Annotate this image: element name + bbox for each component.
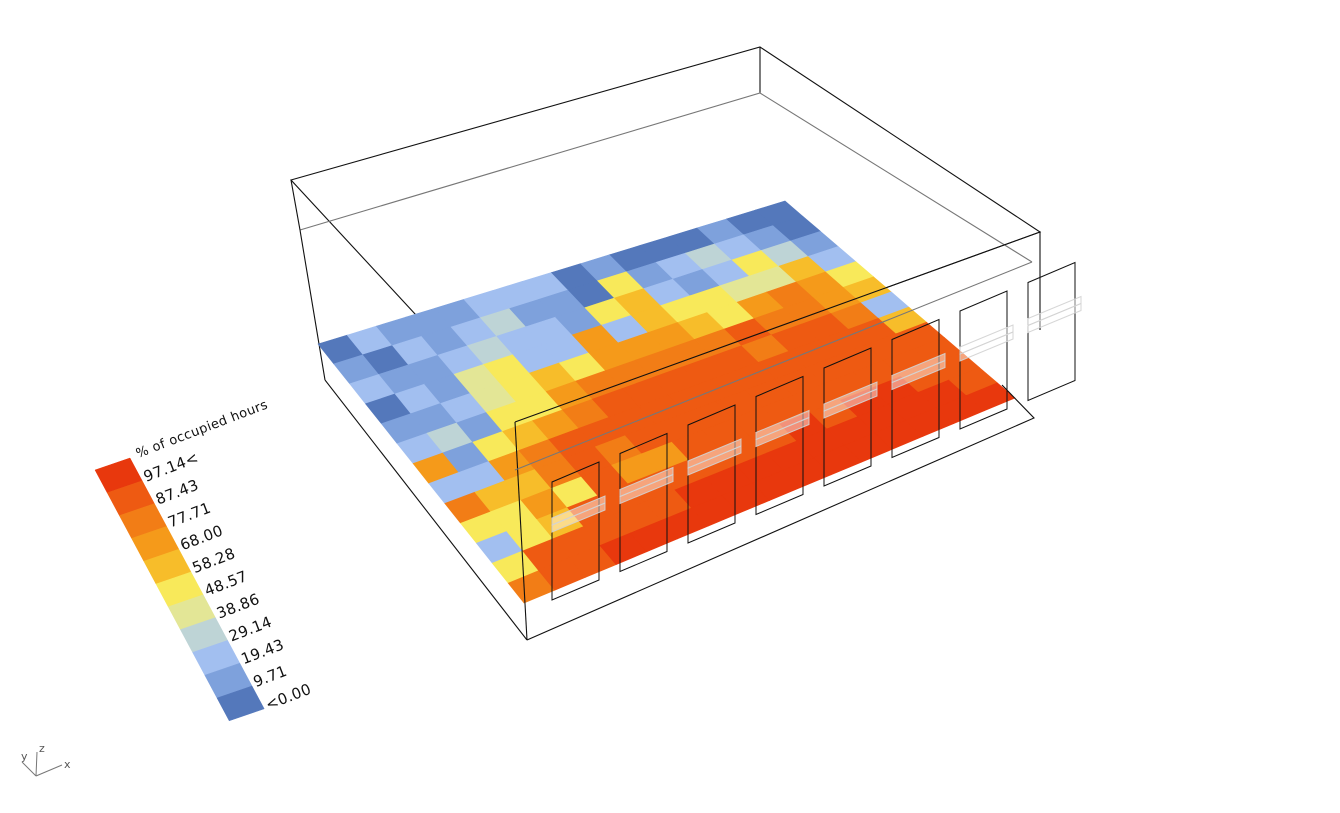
y-axis-label: y <box>21 750 28 763</box>
room-left-top-edge <box>290 179 301 231</box>
z-axis-indicator <box>35 751 38 777</box>
legend: % of occupied hours 97.14<87.4377.7168.0… <box>94 398 314 722</box>
y-axis-indicator <box>21 761 37 777</box>
window-frame <box>959 290 1008 430</box>
window-shade <box>959 331 1014 362</box>
x-axis-label: x <box>64 758 71 771</box>
room-floor-left-edge <box>324 379 528 641</box>
room-front-top-edge <box>514 231 1041 423</box>
window-shade <box>823 388 878 419</box>
legend-swatch <box>216 685 265 722</box>
x-axis-indicator <box>35 764 63 777</box>
window-frame <box>891 318 940 459</box>
legend-title: % of occupied hours <box>134 398 270 462</box>
window-shade <box>551 502 606 533</box>
window-frame <box>687 404 736 544</box>
room-front-ceiling-line <box>514 261 1033 471</box>
room-floor-front-edge <box>526 384 1035 641</box>
axis-indicator: x z y <box>21 742 71 777</box>
window-frame <box>1027 261 1076 402</box>
window-shade <box>1027 302 1082 334</box>
room-front-frame <box>324 231 1041 641</box>
room-ceiling-line <box>299 92 1033 263</box>
window-shade <box>891 359 946 391</box>
window-shade <box>619 473 674 505</box>
room-left-edge <box>299 229 326 381</box>
window-shade <box>687 445 742 476</box>
z-axis-label: z <box>39 742 45 755</box>
heatmap-grid <box>317 200 1016 604</box>
window-frame <box>551 461 600 601</box>
window-frame <box>755 375 804 516</box>
window-shade <box>755 416 810 448</box>
legend-swatches <box>94 457 265 722</box>
window-frame <box>619 432 668 573</box>
windows <box>551 261 1082 601</box>
room-front-vertical-edge <box>514 421 528 641</box>
legend-label: 9.71 <box>251 662 290 691</box>
window-frame <box>823 347 872 487</box>
